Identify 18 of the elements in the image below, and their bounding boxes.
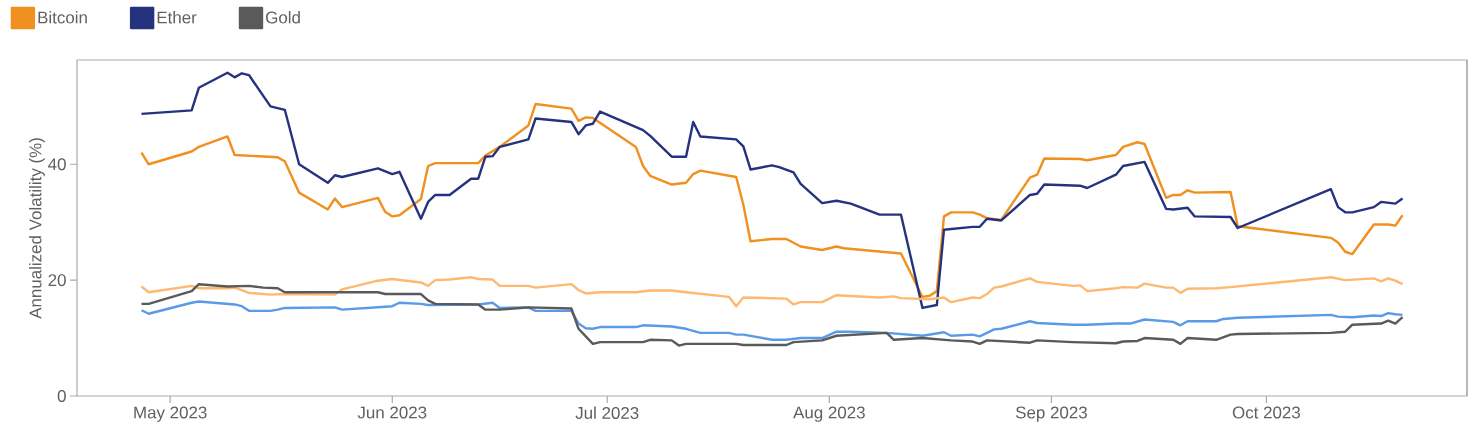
- line-series: [140, 102, 1404, 299]
- line-series: [140, 276, 1404, 308]
- y-tick-label: 0: [57, 389, 66, 402]
- legend-label: Gold: [266, 11, 300, 24]
- y-axis-title: Annualized Volatility (%): [29, 138, 45, 319]
- line-series: [140, 300, 1404, 341]
- y-tick-label: 40: [48, 158, 66, 171]
- legend-label: Ether: [157, 11, 197, 24]
- x-tick-label: Oct 2023: [1232, 406, 1300, 419]
- x-tick-label: Sep 2023: [1015, 406, 1087, 422]
- line-series: [140, 282, 1404, 347]
- x-tick-label: Jun 2023: [357, 406, 427, 419]
- line-series: [140, 71, 1404, 310]
- x-tick-label: May 2023: [134, 406, 207, 422]
- x-tick-label: Jul 2023: [575, 406, 639, 419]
- legend-label: Bitcoin: [38, 11, 87, 24]
- y-tick-label: 20: [48, 274, 66, 287]
- x-tick-label: Aug 2023: [793, 406, 865, 422]
